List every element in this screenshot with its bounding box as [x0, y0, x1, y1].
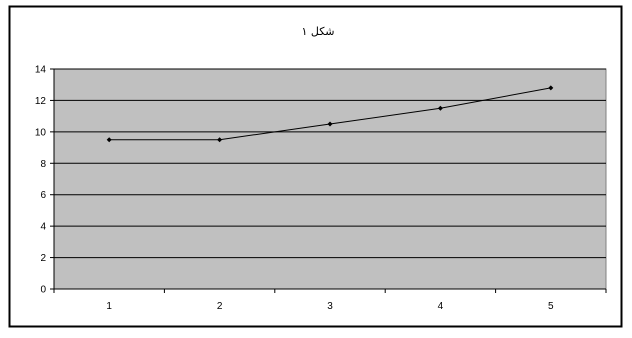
x-tick-label: 3 — [327, 301, 333, 312]
y-tick-label: 2 — [40, 253, 46, 264]
y-tick-label: 4 — [40, 222, 46, 233]
y-tick-label: 6 — [40, 190, 46, 201]
x-tick-label: 2 — [217, 301, 223, 312]
y-tick-label: 10 — [35, 127, 47, 138]
y-tick-label: 12 — [35, 96, 47, 107]
chart-title: شکل ۱ — [301, 25, 334, 38]
series — [106, 85, 554, 143]
data-point — [217, 137, 223, 143]
x-tick-label: 5 — [548, 301, 554, 312]
data-point — [106, 137, 112, 143]
gridlines — [54, 68, 606, 259]
x-tick-label: 1 — [106, 301, 112, 312]
y-tick-label: 14 — [35, 65, 47, 76]
data-point — [548, 85, 554, 91]
data-point — [327, 121, 333, 127]
data-point — [437, 105, 443, 111]
plot-area — [53, 68, 607, 290]
x-tick-label: 4 — [438, 301, 444, 312]
y-tick-label: 0 — [40, 285, 46, 296]
y-tick-label: 8 — [40, 159, 46, 170]
